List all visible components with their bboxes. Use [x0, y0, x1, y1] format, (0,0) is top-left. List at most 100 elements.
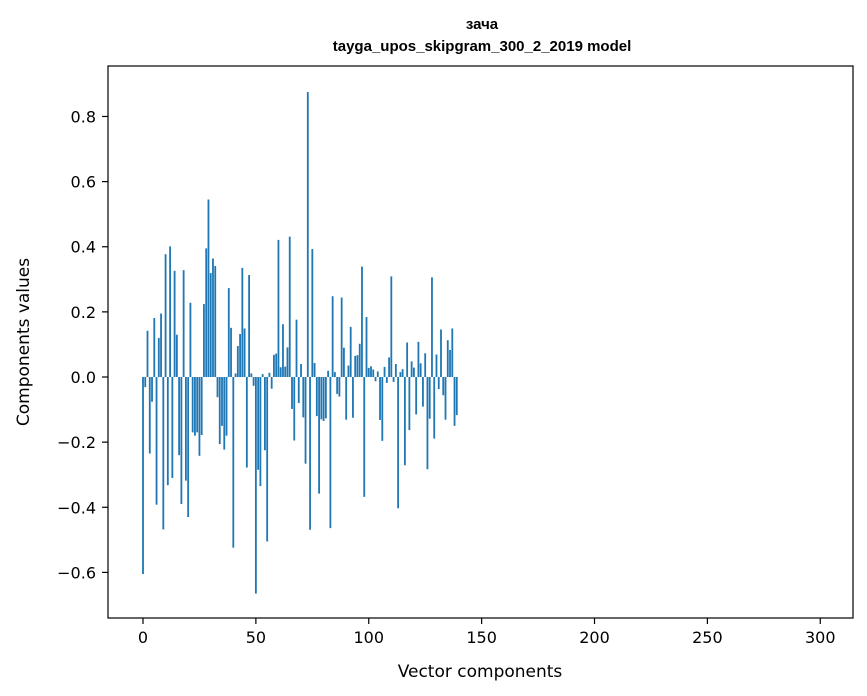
- bar: [252, 377, 255, 386]
- bar: [160, 313, 162, 377]
- bar: [142, 377, 144, 575]
- bar: [207, 199, 210, 378]
- x-axis-label: Vector components: [398, 662, 563, 682]
- bar: [295, 319, 298, 378]
- bar: [171, 377, 174, 478]
- bar: [320, 377, 323, 420]
- y-tick-label: 0.4: [71, 238, 96, 257]
- bar: [166, 377, 169, 486]
- bar: [324, 377, 327, 419]
- bar: [155, 377, 158, 505]
- bar: [259, 377, 262, 487]
- bar: [184, 377, 187, 481]
- y-tick-label: 0.8: [71, 107, 96, 126]
- bar: [451, 328, 454, 377]
- bar: [388, 357, 390, 378]
- bar: [223, 377, 226, 450]
- bar: [392, 377, 395, 382]
- bar: [302, 377, 305, 418]
- x-tick-label: 200: [579, 628, 610, 647]
- bar: [422, 377, 424, 407]
- bar: [196, 377, 199, 433]
- bars-group: [142, 92, 458, 594]
- bar: [376, 371, 379, 378]
- chart-title-line2: tayga_upos_skipgram_300_2_2019 model: [333, 38, 632, 55]
- bar: [446, 340, 449, 378]
- bar: [327, 370, 330, 378]
- bar: [209, 273, 212, 378]
- bar: [187, 377, 190, 518]
- y-tick-label: −0.2: [57, 433, 96, 452]
- bar: [385, 377, 388, 383]
- bar: [322, 377, 325, 421]
- bar: [313, 363, 316, 378]
- bar: [270, 377, 273, 389]
- bar: [403, 377, 406, 466]
- bar: [221, 377, 223, 426]
- bar: [250, 373, 253, 378]
- chart-title: зача tayga_upos_skipgram_300_2_2019 mode…: [333, 16, 632, 55]
- bar: [361, 266, 363, 378]
- bar: [304, 377, 307, 464]
- bar: [261, 374, 264, 378]
- y-tick-label: −0.4: [57, 498, 96, 517]
- x-tick-label: 250: [692, 628, 723, 647]
- bar: [239, 334, 241, 378]
- bar: [433, 377, 436, 439]
- bar: [291, 377, 293, 409]
- bar: [383, 366, 386, 378]
- bar: [437, 377, 440, 390]
- bar: [157, 337, 160, 378]
- bar: [367, 367, 370, 378]
- bar: [248, 275, 251, 378]
- bar: [216, 377, 219, 398]
- bar: [401, 369, 404, 378]
- bar: [230, 327, 232, 378]
- bar: [288, 236, 291, 378]
- bar: [417, 341, 420, 378]
- bar: [257, 377, 260, 470]
- bar: [435, 354, 438, 378]
- bar: [408, 377, 411, 431]
- y-tick-label: 0.2: [71, 303, 96, 322]
- bar: [358, 343, 361, 378]
- bar: [442, 377, 445, 396]
- y-axis-ticks: −0.6 −0.4 −0.2 0.0 0.2 0.4 0.6 0.8: [57, 107, 108, 582]
- chart-title-line1: зача: [466, 16, 499, 33]
- bar: [234, 373, 237, 378]
- bar: [315, 377, 318, 417]
- bar: [363, 377, 366, 497]
- y-tick-label: 0.6: [71, 173, 96, 192]
- bar: [286, 347, 289, 378]
- bar: [266, 377, 269, 542]
- bar: [318, 377, 320, 494]
- bar: [203, 304, 205, 378]
- bar: [440, 329, 442, 378]
- bar: [331, 296, 334, 377]
- bar: [273, 354, 275, 378]
- bar: [410, 361, 413, 378]
- bar: [245, 377, 248, 468]
- plot-area-frame: [107, 65, 854, 619]
- bar: [370, 366, 372, 378]
- bar: [178, 377, 181, 456]
- bar: [424, 353, 427, 378]
- bar: [175, 334, 178, 378]
- bar: [406, 342, 409, 378]
- x-tick-label: 150: [466, 628, 497, 647]
- bar: [173, 270, 176, 378]
- y-tick-label: 0.0: [71, 368, 96, 387]
- bar: [394, 363, 397, 378]
- x-tick-label: 50: [246, 628, 266, 647]
- bar: [232, 377, 235, 548]
- bar: [354, 355, 357, 378]
- bar: [212, 258, 214, 378]
- bar: [151, 377, 153, 402]
- bar: [390, 276, 393, 378]
- bar: [399, 372, 402, 377]
- bar: [347, 365, 350, 378]
- bar: [243, 328, 246, 377]
- bar: [279, 367, 282, 378]
- bar: [343, 347, 345, 378]
